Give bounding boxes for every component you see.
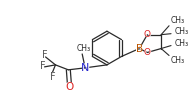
Text: F: F — [42, 50, 47, 60]
Text: O: O — [144, 30, 151, 39]
Text: CH₃: CH₃ — [175, 27, 189, 36]
Text: O: O — [65, 82, 73, 92]
Text: O: O — [143, 48, 151, 57]
Text: N: N — [80, 63, 90, 73]
Text: CH₃: CH₃ — [171, 56, 185, 65]
Text: N: N — [81, 63, 89, 73]
Text: O: O — [143, 30, 151, 39]
Text: O: O — [144, 48, 151, 57]
Text: O: O — [65, 82, 74, 92]
Text: F: F — [40, 61, 45, 71]
Text: F: F — [39, 61, 46, 71]
Text: CH₃: CH₃ — [77, 44, 91, 52]
Text: B: B — [135, 44, 143, 54]
Text: F: F — [49, 72, 56, 82]
Text: F: F — [50, 72, 55, 82]
Text: CH₃: CH₃ — [171, 16, 185, 25]
Text: F: F — [41, 50, 48, 60]
Text: CH₃: CH₃ — [175, 39, 189, 48]
Text: B: B — [136, 44, 143, 54]
